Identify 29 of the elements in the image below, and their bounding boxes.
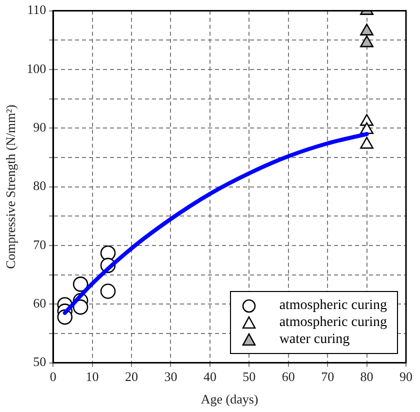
x-tick-label: 20 (125, 369, 138, 384)
point (360, 136, 374, 149)
y-tick-label: 100 (26, 60, 46, 76)
point (72, 276, 88, 292)
x-tick-label: 60 (282, 369, 295, 384)
legend-label: atmospheric curing (279, 297, 387, 314)
x-tick-label: 50 (242, 369, 256, 384)
x-tick-label: 0 (50, 369, 56, 384)
x-tick-label: 10 (86, 369, 99, 384)
x-tick-label: 90 (400, 369, 412, 384)
legend-label: water curing (279, 331, 350, 348)
y-tick-label: 110 (27, 2, 46, 18)
y-tick-label: 60 (33, 296, 46, 311)
point (360, 35, 374, 48)
x-tick-label: 70 (321, 369, 334, 384)
point (360, 24, 374, 36)
y-tick-label: 80 (33, 178, 46, 194)
y-tick-label: 90 (33, 120, 46, 135)
point (72, 299, 88, 315)
y-tick-label: 70 (33, 236, 46, 252)
x-axis-title: Age (days) (200, 392, 258, 407)
x-tick-label: 30 (164, 369, 178, 384)
legend-label: atmospheric curing (279, 314, 387, 331)
y-axis-title: Compressive Strength (N/mm²) (3, 104, 18, 269)
x-tick-label: 40 (203, 369, 216, 384)
x-tick-label: 80 (360, 369, 374, 384)
point (100, 284, 116, 299)
y-tick-label: 50 (33, 354, 46, 370)
point (100, 245, 116, 261)
